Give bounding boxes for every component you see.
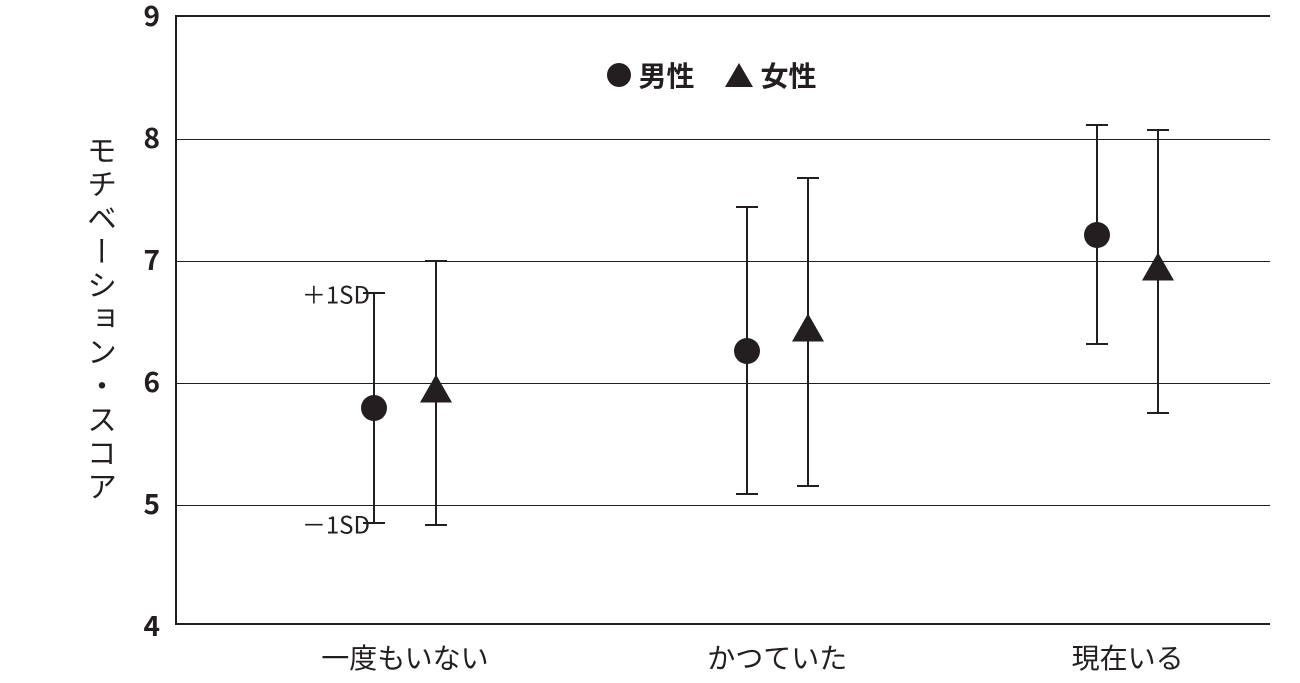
y-tick-label: 8 — [0, 117, 160, 157]
data-point-circle — [361, 395, 387, 421]
data-point-triangle — [420, 375, 452, 403]
legend-item: 女性 — [725, 55, 817, 95]
error-bar-cap — [797, 485, 819, 487]
sd-annotation: ＋1SD — [302, 276, 370, 311]
gridline — [177, 383, 1270, 384]
y-tick-label: 9 — [0, 0, 160, 35]
error-bar-cap — [1147, 412, 1169, 414]
x-category-label: 現在いる — [1072, 637, 1184, 677]
error-bar-cap — [797, 177, 819, 179]
error-bar-cap — [736, 493, 758, 495]
error-bar-cap — [1147, 129, 1169, 131]
error-bar-cap — [1086, 343, 1108, 345]
gridline — [177, 261, 1270, 262]
legend-label: 女性 — [761, 55, 817, 95]
legend-item: 男性 — [607, 55, 695, 95]
data-point-triangle — [792, 314, 824, 342]
chart-stage: モチベーション・スコア 男性 女性 4 5 6 7 8 9 一度もいない かつていた 現在いる ＋1… — [0, 0, 1300, 683]
y-axis-title: モチベーション・スコア — [80, 135, 124, 505]
y-tick-label: 6 — [0, 361, 160, 401]
legend: 男性 女性 — [607, 55, 817, 95]
sd-annotation: －1SD — [302, 505, 370, 540]
data-point-circle — [734, 338, 760, 364]
error-bar-cap — [736, 206, 758, 208]
legend-label: 男性 — [639, 55, 695, 95]
x-category-label: 一度もいない — [321, 637, 488, 677]
gridline — [177, 139, 1270, 140]
error-bar-cap — [425, 524, 447, 526]
triangle-icon — [725, 63, 753, 87]
error-bar-cap — [1086, 124, 1108, 126]
circle-icon — [607, 63, 631, 87]
data-point-triangle — [1142, 253, 1174, 281]
data-point-circle — [1084, 222, 1110, 248]
y-tick-label: 5 — [0, 483, 160, 523]
error-bar-cap — [425, 260, 447, 262]
x-category-label: かつていた — [707, 637, 847, 677]
y-tick-label: 7 — [0, 239, 160, 279]
y-tick-label: 4 — [0, 605, 160, 645]
